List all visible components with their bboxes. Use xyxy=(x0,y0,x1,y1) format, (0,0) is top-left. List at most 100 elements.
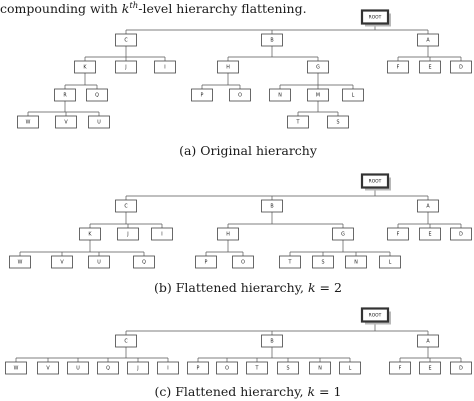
tree-node: U xyxy=(88,255,110,269)
tree-node-label: K xyxy=(88,232,92,238)
tree-node: E xyxy=(419,361,441,375)
tree-node: A xyxy=(417,33,439,47)
tree-node-label: J xyxy=(124,65,126,71)
tree-node: A xyxy=(417,334,439,348)
tree-node: E xyxy=(419,60,441,74)
tree-node: T xyxy=(279,255,301,269)
tree-node: V xyxy=(51,255,73,269)
tree-node-label: J xyxy=(136,366,138,372)
tree-node-label: N xyxy=(318,366,322,372)
tree-node: T xyxy=(246,361,268,375)
root-node-box xyxy=(360,307,390,323)
tree-node: W xyxy=(17,115,39,129)
tree-node-box xyxy=(115,199,137,213)
tree-node-label: C xyxy=(124,38,128,44)
tree-node: I xyxy=(151,227,173,241)
tree-node-label: L xyxy=(349,366,352,372)
tree-node: H xyxy=(217,227,239,241)
tree-node-label: A xyxy=(426,204,430,210)
root-node: ROOT xyxy=(360,173,391,191)
tree-node-label: V xyxy=(64,120,68,126)
tree-node-box xyxy=(115,33,137,47)
tree-node-label: D xyxy=(459,232,463,238)
tree-node-box xyxy=(417,199,439,213)
tree-node: B xyxy=(261,334,283,348)
tree-node-label: O xyxy=(225,366,229,372)
tree-node-box xyxy=(232,255,254,269)
tree-node: W xyxy=(5,361,27,375)
tree-node-label: B xyxy=(270,38,273,44)
tree-node-box xyxy=(261,334,283,348)
tree-node: B xyxy=(261,33,283,47)
tree-node-label: T xyxy=(288,260,292,266)
tree-node: K xyxy=(74,60,96,74)
tree-node: K xyxy=(79,227,101,241)
tree-node: S xyxy=(327,115,349,129)
tree-node: U xyxy=(67,361,89,375)
tree-node-label: Q xyxy=(142,260,146,266)
tree-node-box xyxy=(133,255,155,269)
tree-node: W xyxy=(9,255,31,269)
tree-node: F xyxy=(387,227,409,241)
tree-node: D xyxy=(450,361,472,375)
tree-node-box xyxy=(5,361,27,375)
tree-node-label: L xyxy=(389,260,392,266)
tree-node-label: W xyxy=(26,120,31,126)
tree-node: P xyxy=(187,361,209,375)
tree-node-box xyxy=(127,361,149,375)
tree-node-label: B xyxy=(270,339,273,345)
tree-node-label: A xyxy=(426,38,430,44)
tree-node: G xyxy=(332,227,354,241)
tree-node-box xyxy=(37,361,59,375)
root-node: ROOT xyxy=(360,9,391,27)
tree-node-box xyxy=(379,255,401,269)
tree-node: L xyxy=(379,255,401,269)
tree-node: U xyxy=(88,115,110,129)
intro-text: compounding with kth-level hierarchy fla… xyxy=(0,1,307,16)
tree-node-box xyxy=(419,60,441,74)
intro-post: -level hierarchy flattening. xyxy=(138,1,306,16)
tree-node: V xyxy=(55,115,77,129)
tree-node: F xyxy=(389,361,411,375)
tree-node-label: C xyxy=(124,339,128,345)
tree-node-label: D xyxy=(459,65,463,71)
tree-node-box xyxy=(261,33,283,47)
tree-node-label: P xyxy=(205,260,208,266)
tree-node-box xyxy=(387,227,409,241)
tree-node-box xyxy=(332,227,354,241)
tree-node-label: P xyxy=(197,366,200,372)
diagram-flattened-k1: W V U Q J I C P O T S N L B F E D A ROOT xyxy=(5,307,472,375)
tree-node-box xyxy=(327,115,349,129)
tree-node: Q xyxy=(97,361,119,375)
tree-node-box xyxy=(277,361,299,375)
tree-node-box xyxy=(419,361,441,375)
tree-node-box xyxy=(154,60,176,74)
tree-node-label: R xyxy=(63,93,67,99)
tree-node: R xyxy=(54,88,76,102)
tree-node-box xyxy=(419,227,441,241)
tree-node-box xyxy=(450,227,472,241)
tree-node-box xyxy=(195,255,217,269)
tree-node-box xyxy=(86,88,108,102)
tree-node-box xyxy=(55,115,77,129)
intro-k: k xyxy=(122,1,130,16)
tree-node: C xyxy=(115,33,137,47)
tree-node-label: V xyxy=(60,260,64,266)
tree-node-label: S xyxy=(286,366,289,372)
tree-node: S xyxy=(277,361,299,375)
tree-node-label: H xyxy=(226,65,230,71)
tree-node-box xyxy=(74,60,96,74)
tree-node: L xyxy=(339,361,361,375)
tree-node-label: W xyxy=(14,366,19,372)
tree-node: T xyxy=(287,115,309,129)
tree-node: O xyxy=(216,361,238,375)
root-node-box xyxy=(360,9,390,25)
tree-node-label: G xyxy=(316,65,320,71)
tree-node: N xyxy=(345,255,367,269)
tree-node-box xyxy=(67,361,89,375)
tree-node-label: Q xyxy=(95,93,99,99)
tree-node-box xyxy=(287,115,309,129)
tree-node-label: I xyxy=(167,366,168,372)
tree-node-label: H xyxy=(226,232,230,238)
